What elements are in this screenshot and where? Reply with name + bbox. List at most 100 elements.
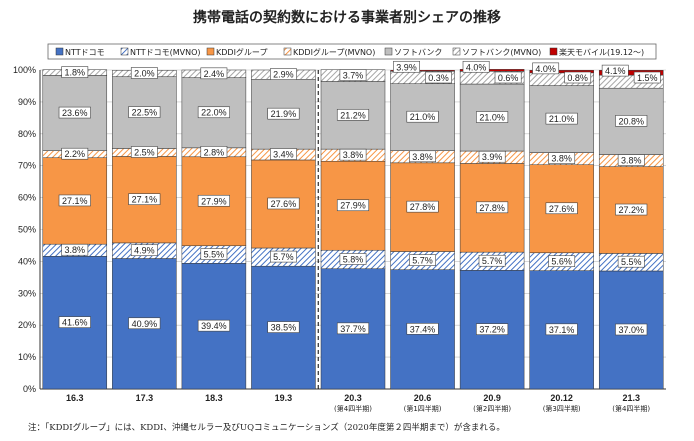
value-label-box	[267, 107, 300, 120]
value-label-box	[267, 197, 300, 210]
value-label: 27.8%	[479, 203, 505, 213]
value-label: 4.1%	[605, 66, 626, 76]
value-label-box	[130, 146, 158, 158]
value-label: 37.7%	[340, 324, 366, 334]
value-label-box	[393, 60, 420, 73]
value-label-box	[128, 193, 161, 205]
value-label-box	[545, 202, 578, 215]
value-label-box	[128, 106, 161, 118]
value-label: 5.7%	[482, 256, 503, 266]
value-label-box	[58, 106, 91, 119]
value-label: 21.9%	[271, 109, 297, 119]
value-label: 41.6%	[62, 318, 88, 328]
legend-swatch	[55, 47, 64, 56]
x-tick-label: 20.12	[550, 393, 573, 403]
value-label: 3.9%	[396, 62, 417, 72]
value-label-box	[58, 194, 91, 207]
x-tick-sublabel: (第2四半期)	[473, 404, 511, 413]
value-label-box	[197, 106, 230, 119]
x-tick-label: 21.3	[622, 393, 640, 403]
value-label-box	[425, 71, 452, 84]
value-label-box	[532, 62, 560, 75]
value-label-box	[615, 203, 648, 216]
x-tick-label: 20.9	[483, 393, 501, 403]
y-tick-label: 100%	[13, 65, 36, 75]
value-label: 3.8%	[65, 245, 86, 255]
value-label: 0.8%	[567, 73, 588, 83]
value-label: 21.0%	[410, 112, 436, 122]
value-label: 20.8%	[618, 116, 644, 126]
value-label: 4.9%	[134, 246, 155, 256]
value-label: 37.1%	[549, 325, 575, 335]
y-tick-label: 20%	[18, 320, 36, 330]
value-label: 27.9%	[340, 201, 366, 211]
value-label: 3.8%	[412, 152, 433, 162]
value-label-box	[406, 323, 439, 335]
value-label-box	[336, 322, 370, 335]
y-tick-label: 80%	[18, 129, 36, 139]
legend-label: ソフトバンク(MVNO)	[462, 48, 541, 57]
legend-label: NTTドコモ	[65, 48, 105, 57]
value-label-box	[406, 200, 439, 213]
value-label: 3.9%	[482, 152, 503, 162]
value-label-box	[476, 201, 509, 214]
bar-segment	[459, 69, 525, 72]
legend-swatch	[283, 47, 292, 56]
value-label-box	[617, 154, 645, 166]
value-label: 1.8%	[65, 68, 86, 78]
value-label-box	[548, 152, 576, 164]
x-tick-label: 16.3	[66, 393, 84, 403]
value-label: 1.5%	[637, 73, 658, 83]
value-label: 2.5%	[134, 147, 155, 157]
value-label-box	[270, 250, 297, 263]
value-label: 5.5%	[204, 250, 225, 260]
value-label-box	[545, 323, 578, 336]
x-tick-sublabel: (第1四半期)	[404, 404, 442, 413]
value-label: 37.0%	[618, 325, 644, 335]
value-label-box	[130, 244, 158, 257]
value-label-box	[617, 255, 645, 268]
y-tick-label: 90%	[18, 97, 36, 107]
value-label-box	[58, 316, 91, 328]
value-label: 3.8%	[621, 156, 642, 166]
value-label: 21.0%	[479, 113, 505, 123]
legend-label: NTTドコモ(MVNO)	[130, 48, 201, 57]
bar-segment	[390, 70, 455, 72]
value-label-box	[200, 248, 228, 260]
value-label: 40.9%	[132, 319, 158, 329]
value-label: 21.2%	[340, 110, 366, 120]
value-label-box	[270, 148, 297, 160]
value-label: 5.6%	[551, 257, 572, 267]
chart-title: 携帯電話の契約数における事業者別シェアの推移	[193, 9, 501, 26]
value-label-box	[61, 66, 89, 78]
x-tick-label: 19.3	[275, 393, 293, 403]
legend-label: KDDIグループ	[216, 47, 267, 57]
x-tick-label: 20.3	[344, 393, 362, 403]
y-tick-label: 30%	[18, 288, 36, 298]
bar-segment	[529, 70, 594, 74]
x-tick-sublabel: (第4四半期)	[612, 404, 650, 413]
value-label-box	[564, 71, 592, 84]
value-label: 4.0%	[535, 64, 556, 74]
value-label: 5.8%	[343, 254, 364, 264]
bar-segment	[598, 70, 664, 76]
value-label: 27.8%	[410, 202, 436, 212]
value-label-box	[61, 147, 89, 160]
legend-swatch	[206, 47, 215, 56]
value-label: 27.6%	[549, 204, 575, 214]
value-label-box	[478, 254, 506, 267]
value-label: 5.5%	[621, 257, 642, 267]
value-label-box	[130, 67, 158, 79]
value-label: 2.8%	[204, 147, 225, 157]
value-label: 27.2%	[618, 205, 644, 215]
value-label-box	[336, 199, 370, 212]
legend-label: KDDIグループ(MVNO)	[293, 47, 375, 57]
value-label-box	[406, 110, 439, 123]
value-label: 27.1%	[132, 195, 158, 205]
value-label-box	[270, 68, 297, 80]
value-label-box	[61, 243, 89, 256]
value-label: 2.0%	[134, 69, 155, 79]
legend-label: 楽天モバイル(19.12〜)	[559, 47, 644, 57]
value-label: 3.8%	[551, 154, 572, 164]
